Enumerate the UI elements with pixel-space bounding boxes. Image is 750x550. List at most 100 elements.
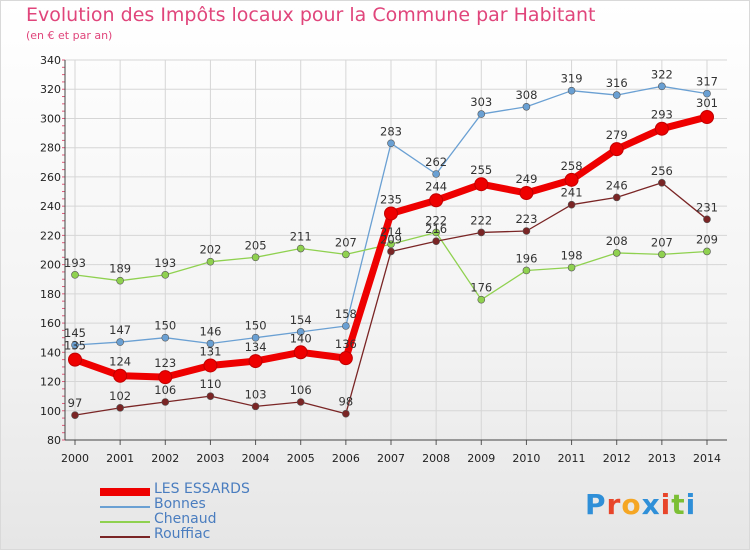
- point-bonnes: [342, 322, 350, 330]
- legend-swatch-bonnes: [100, 506, 150, 508]
- point-les-essards: [158, 370, 173, 385]
- point-bonnes: [251, 333, 260, 342]
- data-label-bonnes: 316: [606, 76, 628, 90]
- data-label-chenaud: 196: [515, 251, 537, 265]
- point-rouffiac: [161, 398, 170, 406]
- data-label-les-essards: 123: [154, 356, 176, 370]
- point-bonnes: [161, 333, 170, 342]
- data-label-les-essards: 131: [199, 344, 221, 358]
- point-rouffiac: [522, 227, 531, 235]
- data-label-bonnes: 322: [651, 67, 673, 81]
- point-rouffiac: [703, 215, 711, 224]
- chart-subtitle: (en € et par an): [26, 29, 113, 42]
- point-les-essards: [68, 352, 82, 367]
- point-chenaud: [658, 250, 666, 259]
- data-label-bonnes: 154: [290, 313, 312, 327]
- point-bonnes: [296, 328, 305, 336]
- point-chenaud: [161, 271, 170, 279]
- x-tick-label: 2014: [693, 452, 721, 465]
- y-tick-label: 260: [40, 171, 61, 184]
- point-chenaud: [522, 266, 531, 275]
- x-tick-label: 2011: [558, 452, 586, 465]
- data-label-rouffiac: 241: [561, 186, 583, 200]
- point-bonnes: [206, 339, 215, 348]
- y-tick-label: 240: [40, 200, 61, 213]
- legend-label-les-essards: LES ESSARDS: [154, 481, 250, 497]
- data-label-chenaud: 193: [154, 256, 176, 270]
- x-tick-label: 2010: [512, 452, 540, 465]
- data-label-les-essards: 301: [696, 96, 718, 110]
- point-chenaud: [387, 240, 395, 248]
- data-label-chenaud: 207: [335, 235, 357, 249]
- x-tick-label: 2001: [106, 452, 134, 465]
- data-label-chenaud: 205: [245, 238, 267, 252]
- point-rouffiac: [477, 228, 486, 237]
- data-label-rouffiac: 102: [109, 389, 131, 403]
- point-chenaud: [296, 244, 305, 253]
- point-chenaud: [71, 271, 79, 279]
- point-chenaud: [116, 276, 124, 285]
- data-label-rouffiac: 209: [380, 232, 402, 246]
- series-lines: [68, 82, 714, 419]
- point-les-essards: [429, 193, 444, 208]
- data-label-bonnes: 146: [199, 325, 221, 339]
- y-tick-labels: 80 100 120 140 160 180 200 220 240 260 280 300 320 34…: [40, 54, 61, 447]
- y-tick-label: 200: [40, 259, 61, 272]
- x-tick-label: 2000: [61, 452, 89, 465]
- point-rouffiac: [658, 178, 666, 187]
- data-label-chenaud: 222: [425, 213, 447, 227]
- data-label-bonnes: 317: [696, 75, 718, 89]
- data-label-chenaud: 214: [380, 225, 402, 239]
- point-bonnes: [522, 102, 531, 111]
- point-bonnes: [612, 91, 621, 99]
- point-les-essards: [338, 351, 353, 366]
- data-label-chenaud: 189: [109, 262, 131, 276]
- data-label-rouffiac: 222: [470, 213, 492, 227]
- y-tick-label: 80: [47, 434, 61, 447]
- data-label-les-essards: 134: [245, 340, 267, 354]
- y-tick-label: 140: [40, 346, 61, 359]
- data-label-bonnes: 147: [109, 323, 131, 337]
- x-tick-labels: 2000 2001 2002 2003 2004 2005 2006 2007 2008 2009…: [61, 452, 721, 465]
- point-bonnes: [658, 82, 666, 91]
- proxiti-logo: Proxiti: [585, 488, 697, 521]
- point-rouffiac: [567, 200, 576, 209]
- data-label-chenaud: 193: [64, 256, 86, 270]
- data-label-rouffiac: 231: [696, 200, 718, 214]
- point-bonnes: [703, 89, 711, 98]
- point-bonnes: [387, 139, 395, 148]
- y-tick-label: 340: [40, 54, 61, 67]
- x-tick-label: 2009: [467, 452, 495, 465]
- data-label-les-essards: 235: [380, 192, 402, 206]
- data-label-rouffiac: 223: [515, 212, 537, 226]
- point-chenaud: [251, 253, 260, 262]
- data-label-les-essards: 136: [335, 337, 357, 351]
- point-chenaud: [477, 295, 486, 304]
- point-chenaud: [206, 257, 215, 266]
- point-chenaud: [703, 247, 711, 256]
- data-label-chenaud: 207: [651, 235, 673, 249]
- data-labels: 135 124 123 131 134 140 136 235 244 255 249 258 279 2…: [64, 67, 718, 410]
- point-bonnes: [116, 338, 124, 346]
- data-label-les-essards: 293: [651, 108, 673, 122]
- point-les-essards: [564, 172, 579, 187]
- point-les-essards: [700, 110, 714, 124]
- x-tick-label: 2006: [332, 452, 360, 465]
- y-tick-label: 120: [40, 376, 61, 389]
- point-les-essards: [609, 142, 624, 157]
- x-tick-label: 2012: [603, 452, 631, 465]
- data-label-bonnes: 150: [245, 319, 267, 333]
- data-label-bonnes: 262: [425, 155, 447, 169]
- point-rouffiac: [251, 402, 260, 411]
- x-tick-label: 2005: [287, 452, 315, 465]
- point-rouffiac: [206, 392, 215, 400]
- data-label-chenaud: 176: [470, 281, 492, 295]
- point-bonnes: [567, 86, 576, 95]
- point-les-essards: [384, 206, 398, 221]
- point-les-essards: [654, 121, 669, 136]
- data-label-bonnes: 319: [561, 72, 583, 86]
- data-label-rouffiac: 97: [68, 396, 83, 410]
- data-label-rouffiac: 256: [651, 164, 673, 178]
- data-label-les-essards: 244: [425, 179, 447, 193]
- legend-swatch-les-essards: [100, 488, 150, 496]
